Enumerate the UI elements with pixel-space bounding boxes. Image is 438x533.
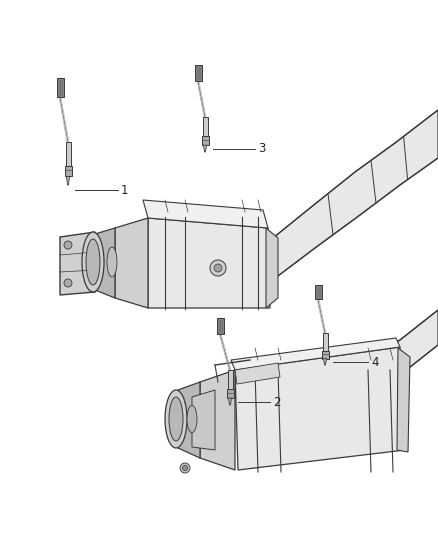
- Polygon shape: [64, 166, 71, 176]
- Polygon shape: [115, 218, 148, 308]
- Polygon shape: [60, 232, 95, 295]
- Ellipse shape: [169, 397, 183, 441]
- Polygon shape: [397, 348, 410, 452]
- Circle shape: [64, 241, 72, 249]
- Polygon shape: [268, 110, 438, 282]
- Polygon shape: [201, 136, 208, 145]
- Polygon shape: [194, 65, 201, 80]
- Polygon shape: [266, 228, 278, 308]
- Polygon shape: [67, 176, 70, 185]
- Polygon shape: [148, 218, 270, 308]
- Polygon shape: [95, 228, 115, 298]
- Polygon shape: [178, 382, 200, 458]
- Polygon shape: [57, 78, 64, 97]
- Circle shape: [64, 279, 72, 287]
- Polygon shape: [216, 318, 223, 334]
- Circle shape: [210, 260, 226, 276]
- Circle shape: [214, 264, 222, 272]
- Polygon shape: [195, 66, 201, 79]
- Polygon shape: [192, 390, 215, 450]
- Polygon shape: [235, 347, 405, 470]
- Text: 2: 2: [273, 395, 280, 408]
- Polygon shape: [200, 370, 235, 470]
- Polygon shape: [314, 285, 321, 300]
- Polygon shape: [324, 359, 326, 365]
- Polygon shape: [204, 145, 206, 152]
- Text: 4: 4: [371, 356, 378, 368]
- Polygon shape: [315, 286, 321, 298]
- Polygon shape: [308, 310, 438, 412]
- Polygon shape: [143, 200, 268, 228]
- Polygon shape: [218, 319, 223, 333]
- Circle shape: [180, 463, 190, 473]
- Polygon shape: [231, 338, 400, 370]
- Ellipse shape: [165, 390, 187, 448]
- Polygon shape: [66, 142, 71, 166]
- Polygon shape: [229, 398, 232, 405]
- Polygon shape: [202, 117, 208, 136]
- Polygon shape: [235, 363, 280, 384]
- Polygon shape: [227, 370, 233, 389]
- Text: 1: 1: [121, 183, 128, 197]
- Polygon shape: [321, 351, 328, 359]
- Ellipse shape: [107, 247, 117, 277]
- Ellipse shape: [82, 232, 104, 292]
- Ellipse shape: [187, 406, 197, 432]
- Polygon shape: [57, 79, 63, 96]
- Polygon shape: [226, 389, 233, 398]
- Text: 3: 3: [258, 142, 265, 156]
- Polygon shape: [322, 333, 328, 351]
- Ellipse shape: [86, 239, 100, 285]
- Circle shape: [183, 465, 187, 471]
